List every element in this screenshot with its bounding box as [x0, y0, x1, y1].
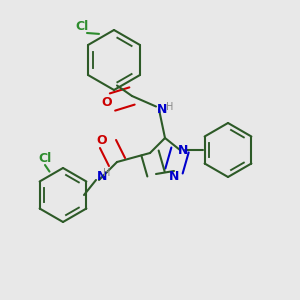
Text: Cl: Cl [38, 152, 52, 166]
Text: N: N [178, 143, 188, 157]
Text: N: N [97, 170, 107, 184]
Text: N: N [157, 103, 167, 116]
Text: H: H [103, 167, 110, 178]
Text: H: H [166, 101, 173, 112]
Text: Cl: Cl [76, 20, 89, 34]
Text: O: O [97, 134, 107, 148]
Text: O: O [101, 95, 112, 109]
Text: N: N [169, 170, 179, 184]
